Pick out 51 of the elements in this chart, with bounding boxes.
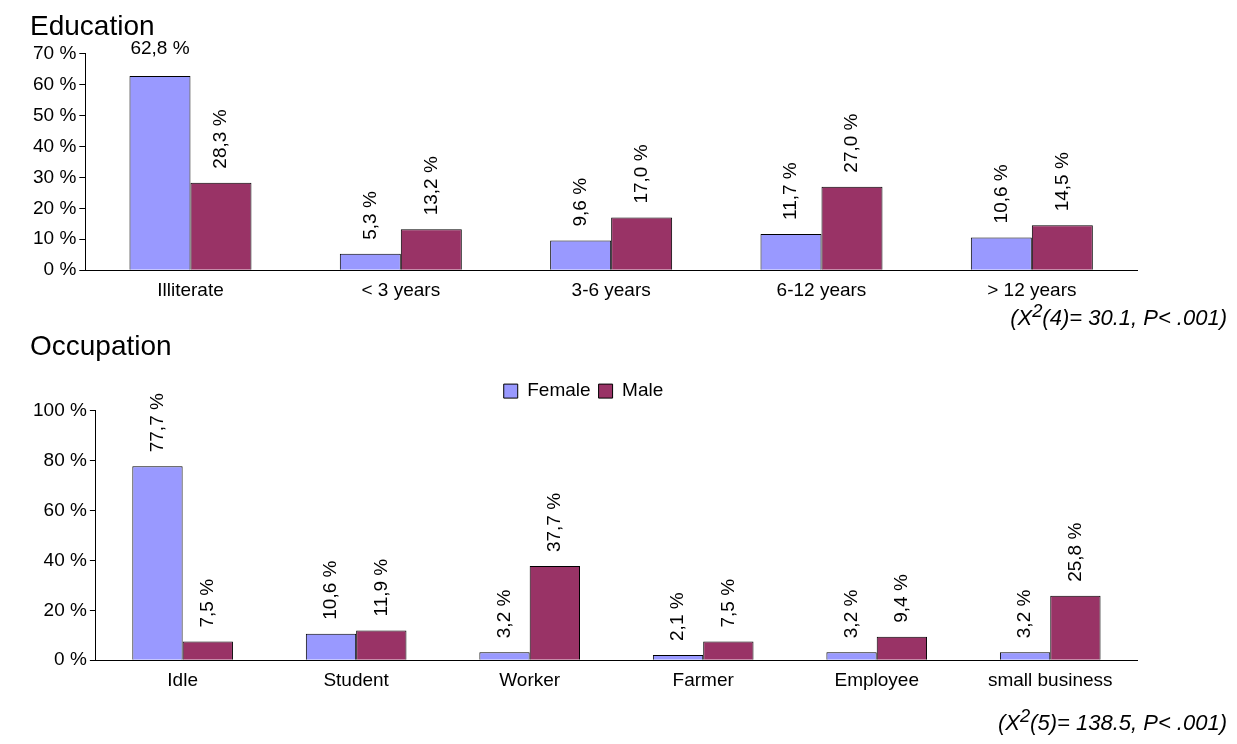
data-label: 37,7 % (543, 492, 565, 553)
x-tick-label: Worker (499, 668, 561, 690)
data-label: 3,2 % (839, 589, 861, 639)
data-label: 14,5 % (1050, 152, 1072, 212)
data-label: 9,4 % (890, 574, 912, 623)
text: (X$^{2}$(5)= 138.5, P< .001) (997, 705, 1227, 737)
data-label: 7,5 % (196, 578, 218, 628)
y-tick-label: 80 % (43, 448, 87, 470)
data-label: 5,3 % (358, 191, 380, 240)
x-tick-label: Illiterate (157, 278, 224, 300)
data-label: 10,6 % (319, 560, 341, 620)
legend-label: Female (527, 379, 591, 401)
data-label: 25,8 % (1063, 522, 1085, 582)
y-tick-label: 0 % (43, 258, 77, 280)
chart-title: Occupation (30, 329, 172, 361)
x-tick-label: < 3 years (361, 278, 441, 300)
x-tick-label: Employee (834, 668, 919, 690)
data-label: 7,5 % (716, 578, 738, 628)
y-tick-label: 40 % (32, 134, 77, 156)
data-label: 10,6 % (989, 164, 1011, 224)
data-label: 27,0 % (840, 113, 862, 173)
x-tick-label: 3-6 years (571, 278, 651, 300)
y-tick-label: 60 % (43, 498, 87, 520)
data-label: 13,2 % (419, 156, 441, 216)
y-tick-label: 20 % (43, 598, 87, 620)
x-tick-label: > 12 years (987, 278, 1077, 300)
y-tick-label: 60 % (32, 72, 77, 94)
y-tick-label: 40 % (43, 548, 87, 570)
y-tick-label: 30 % (32, 165, 77, 187)
x-tick-label: Idle (167, 668, 198, 690)
x-tick-label: Student (323, 668, 390, 690)
data-label: 9,6 % (568, 177, 590, 227)
data-label: 28,3 % (209, 109, 231, 169)
y-tick-label: 70 % (32, 41, 77, 63)
legend-label: Male (622, 379, 664, 401)
data-label: 11,7 % (779, 162, 801, 220)
data-label: 11,9 % (369, 558, 391, 617)
data-label: 77,7 % (145, 393, 167, 453)
data-label: 3,2 % (1013, 589, 1035, 639)
x-tick-label: small business (987, 668, 1113, 690)
data-label: 3,2 % (492, 589, 514, 639)
data-label: 17,0 % (629, 144, 651, 204)
x-tick-label: 6-12 years (776, 278, 867, 300)
y-tick-label: 0 % (54, 648, 87, 670)
x-tick-label: Farmer (672, 668, 735, 690)
data-label: 2,1 % (666, 592, 688, 641)
y-tick-label: 50 % (32, 103, 77, 125)
y-tick-label: 10 % (32, 227, 77, 249)
y-tick-label: 20 % (32, 196, 77, 218)
text: (X$^{2}$(4)= 30.1, P< .001) (1010, 300, 1227, 332)
y-tick-label: 100 % (33, 398, 87, 420)
